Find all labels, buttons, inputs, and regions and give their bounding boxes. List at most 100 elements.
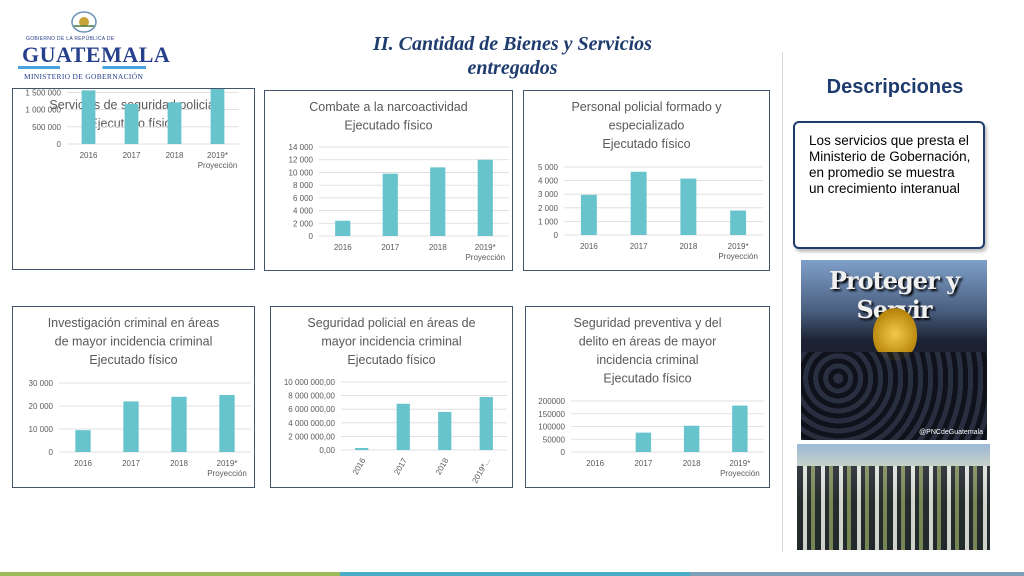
y-tick-label: 0 — [554, 231, 559, 240]
bar — [81, 90, 96, 144]
vertical-divider — [782, 52, 783, 552]
bar — [477, 159, 493, 236]
x-tick-label: 2016 — [74, 459, 92, 468]
descriptions-title: Descripciones — [826, 76, 964, 98]
descriptions-text: Los servicios que presta el Ministerio d… — [809, 133, 971, 196]
bar — [355, 447, 369, 450]
y-tick-label: 1 000 000 — [25, 106, 61, 115]
y-tick-label: 4 000 000,00 — [288, 419, 335, 428]
chart-panel-narcoactividad: Combate a la narcoactividad Ejecutado fís… — [264, 90, 513, 271]
chart-panel-seguridad-areas: Seguridad policial en áreas de mayor inci… — [270, 306, 513, 488]
x-tick-label: 2016 — [80, 151, 98, 160]
chart-title-line: Ejecutado físico — [603, 372, 691, 386]
y-tick-label: 8 000 000,00 — [288, 392, 335, 401]
chart-title-line: Seguridad policial en áreas de — [307, 316, 475, 330]
coat-of-arms-icon — [71, 11, 97, 33]
bar — [124, 104, 139, 144]
y-tick-label: 4 000 — [538, 177, 559, 186]
photo-people — [797, 466, 990, 550]
y-tick-label: 10 000 — [289, 168, 314, 177]
bar — [680, 178, 697, 235]
bar — [683, 425, 700, 452]
y-tick-label: 200000 — [538, 397, 565, 406]
x-tick-note: Proyección — [207, 469, 247, 478]
chart-svg: Seguridad preventiva y del delito en área… — [538, 316, 764, 478]
y-tick-label: 500 000 — [32, 123, 61, 132]
x-tick-label: 2017 — [122, 459, 140, 468]
bar — [580, 194, 597, 235]
chart-title-line: delito en áreas de mayor — [579, 335, 717, 349]
bar — [479, 396, 493, 450]
bar — [335, 220, 351, 236]
x-tick-label: 2019* — [207, 151, 228, 160]
flag-stripe — [18, 66, 146, 69]
chart-svg: Seguridad policial en áreas de mayor inci… — [284, 316, 507, 485]
chart-svg: Servicios de seguridad policialEjecutado… — [25, 89, 239, 170]
chart-title-line: incidencia criminal — [596, 353, 698, 367]
chart-svg: Personal policial formado y especializado… — [538, 100, 763, 261]
y-tick-label: 10 000 — [29, 425, 54, 434]
chart-panel-investigacion-criminal: Investigación criminal en áreas de mayor … — [12, 306, 255, 488]
y-tick-label: 1 500 000 — [25, 89, 61, 97]
chart-title-line: Combate a la narcoactividad — [309, 100, 467, 114]
y-tick-label: 6 000 000,00 — [288, 405, 335, 414]
bar — [219, 394, 235, 452]
x-tick-label: 2018 — [683, 459, 701, 468]
chart-panel-seguridad-policial: Servicios de seguridad policial Ejecutado… — [12, 88, 255, 270]
x-tick-label: 2018 — [679, 242, 697, 251]
descriptions-box: Los servicios que presta el Ministerio d… — [793, 121, 985, 249]
x-tick-label: 2019* — [729, 459, 750, 468]
y-tick-label: 0 — [561, 448, 566, 457]
x-tick-label: 2018 — [170, 459, 188, 468]
x-tick-label: 2018 — [429, 243, 447, 252]
y-tick-label: 3 000 — [538, 190, 559, 199]
y-tick-label: 8 000 — [293, 181, 314, 190]
photo-banner-text: Proteger y Servir — [828, 266, 960, 324]
bar — [732, 405, 748, 452]
photo-crowd — [801, 352, 987, 440]
x-tick-label: 2017 — [392, 456, 409, 476]
bar — [396, 403, 410, 450]
x-tick-note: Proyección — [465, 253, 505, 262]
x-tick-label: 2019* — [475, 243, 496, 252]
x-tick-label: 2019* — [217, 459, 238, 468]
bar — [167, 102, 182, 144]
bar — [430, 167, 446, 236]
x-tick-label: 2017 — [381, 243, 399, 252]
x-tick-label: 2019*... — [470, 457, 492, 485]
y-tick-label: 0 — [57, 140, 62, 149]
chart-panel-seguridad-preventiva: Seguridad preventiva y del delito en área… — [525, 306, 770, 488]
chart-title-line: especializado — [609, 119, 685, 133]
bar — [123, 401, 139, 452]
y-tick-label: 2 000 000,00 — [288, 432, 335, 441]
x-tick-label: 2016 — [351, 456, 368, 476]
chart-title-line: Investigación criminal en áreas — [48, 316, 220, 330]
x-tick-label: 2017 — [634, 459, 652, 468]
y-tick-label: 14 000 — [289, 143, 314, 152]
footer-color-bar — [0, 572, 1024, 576]
y-tick-label: 2 000 — [293, 219, 314, 228]
chart-svg: Investigación criminal en áreas de mayor … — [29, 316, 251, 478]
bar — [730, 210, 747, 235]
y-tick-label: 30 000 — [29, 379, 54, 388]
y-tick-label: 0,00 — [319, 446, 335, 455]
y-tick-label: 100000 — [538, 423, 565, 432]
x-tick-note: Proyección — [720, 469, 760, 478]
bar — [635, 432, 652, 452]
y-tick-label: 5 000 — [538, 163, 559, 172]
chart-title-line: Personal policial formado y — [571, 100, 722, 114]
x-tick-label: 2018 — [166, 151, 184, 160]
chart-panel-personal-policial: Personal policial formado y especializado… — [523, 90, 770, 271]
logo-country-text: GUATEMALA — [22, 42, 171, 67]
x-tick-label: 2018 — [434, 456, 451, 476]
logo-ministry-text: MINISTERIO DE GOBERNACIÓN — [24, 72, 144, 81]
chart-title-line: de mayor incidencia criminal — [55, 335, 213, 349]
chart-svg: Combate a la narcoactividad Ejecutado fís… — [289, 100, 509, 262]
bar — [438, 411, 452, 450]
x-tick-label: 2017 — [123, 151, 141, 160]
bar — [75, 430, 91, 452]
guatemala-logo: GOBIERNO DE LA REPÚBLICA DE GUATEMALA MI… — [14, 10, 170, 81]
x-tick-note: Proyección — [718, 252, 758, 261]
bar — [171, 396, 187, 452]
y-tick-label: 50000 — [543, 435, 566, 444]
